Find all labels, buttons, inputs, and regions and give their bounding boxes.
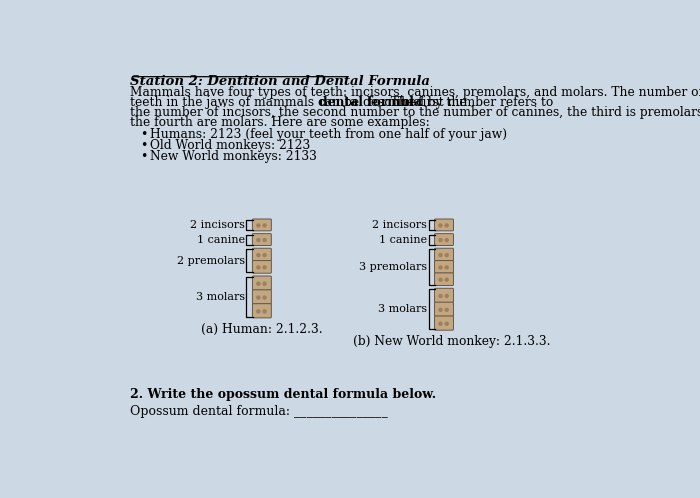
Circle shape [445,266,448,269]
Circle shape [445,308,448,311]
FancyBboxPatch shape [253,260,272,273]
Text: 2. Write the opossum dental formula below.: 2. Write the opossum dental formula belo… [130,388,436,401]
Circle shape [263,239,266,242]
Circle shape [445,322,448,325]
Circle shape [263,224,266,227]
FancyBboxPatch shape [435,219,454,231]
Text: Station 2: Dentition and Dental Formula: Station 2: Dentition and Dental Formula [130,75,430,88]
Text: •: • [140,128,148,141]
Circle shape [439,278,442,281]
Text: 1 canine: 1 canine [197,235,245,245]
Circle shape [257,266,260,269]
Circle shape [257,282,260,285]
Text: Humans: 2123 (feel your teeth from one half of your jaw): Humans: 2123 (feel your teeth from one h… [150,128,507,141]
Circle shape [439,308,442,311]
FancyBboxPatch shape [435,260,454,273]
Text: Old World monkeys: 2123: Old World monkeys: 2123 [150,139,309,152]
Text: 2 incisors: 2 incisors [190,220,245,230]
FancyBboxPatch shape [253,304,272,318]
Text: Mammals have four types of teeth: incisors, canines, premolars, and molars. The : Mammals have four types of teeth: inciso… [130,86,700,99]
FancyBboxPatch shape [435,316,454,330]
Circle shape [257,296,260,299]
Circle shape [257,224,260,227]
FancyBboxPatch shape [435,302,454,316]
Text: . The first number refers to: . The first number refers to [383,96,553,109]
FancyBboxPatch shape [253,234,272,246]
Circle shape [257,310,260,313]
Circle shape [439,294,442,297]
Text: •: • [140,139,148,152]
Circle shape [445,294,448,297]
FancyBboxPatch shape [435,234,454,246]
Circle shape [263,296,266,299]
Text: New World monkeys: 2133: New World monkeys: 2133 [150,150,316,163]
Circle shape [445,239,448,242]
Text: 1 canine: 1 canine [379,235,427,245]
Circle shape [257,253,260,256]
FancyBboxPatch shape [435,273,454,285]
Text: the fourth are molars. Here are some examples:: the fourth are molars. Here are some exa… [130,116,430,129]
Circle shape [263,282,266,285]
Text: 3 molars: 3 molars [378,304,427,314]
FancyBboxPatch shape [435,288,454,302]
Text: (b) New World monkey: 2.1.3.3.: (b) New World monkey: 2.1.3.3. [353,336,550,349]
Circle shape [445,278,448,281]
Circle shape [439,253,442,256]
Circle shape [263,266,266,269]
Text: dental formula: dental formula [319,96,422,109]
Text: the number of incisors, the second number to the number of canines, the third is: the number of incisors, the second numbe… [130,106,700,119]
Circle shape [445,224,448,227]
Text: Opossum dental formula: _______________: Opossum dental formula: _______________ [130,405,388,418]
Circle shape [439,266,442,269]
Circle shape [439,224,442,227]
Circle shape [439,239,442,242]
Text: 2 premolars: 2 premolars [176,256,245,266]
FancyBboxPatch shape [253,290,272,304]
Circle shape [257,239,260,242]
FancyBboxPatch shape [253,219,272,231]
Circle shape [439,322,442,325]
Text: 3 molars: 3 molars [196,292,245,302]
FancyBboxPatch shape [435,249,454,261]
Circle shape [263,253,266,256]
Circle shape [263,310,266,313]
Text: •: • [140,150,148,163]
Text: (a) Human: 2.1.2.3.: (a) Human: 2.1.2.3. [201,323,323,336]
FancyBboxPatch shape [253,249,272,261]
FancyBboxPatch shape [253,276,272,290]
Text: 3 premolars: 3 premolars [359,262,427,272]
Text: teeth in the jaws of mammals can be described by the: teeth in the jaws of mammals can be desc… [130,96,470,109]
Circle shape [445,253,448,256]
Text: 2 incisors: 2 incisors [372,220,427,230]
